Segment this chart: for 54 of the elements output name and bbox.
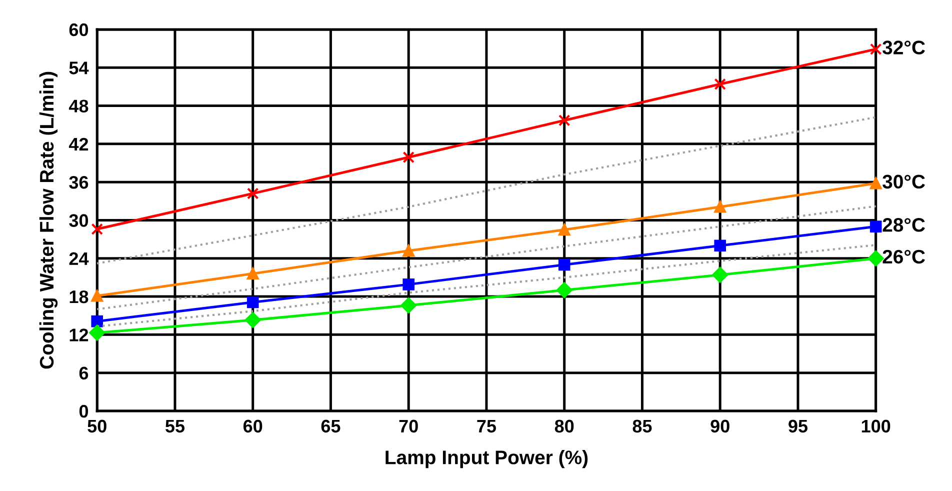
point xyxy=(868,250,884,266)
point xyxy=(714,200,726,213)
series-label: 28°C xyxy=(882,218,925,232)
point xyxy=(402,151,415,164)
series-label: 32°C xyxy=(882,40,925,54)
point xyxy=(870,177,882,190)
point xyxy=(91,315,104,328)
x-tick-label: 50 xyxy=(88,420,106,433)
x-tick-label: 60 xyxy=(243,420,262,433)
point xyxy=(558,224,570,236)
point xyxy=(91,223,104,236)
y-tick-label: 0 xyxy=(79,404,88,418)
x-tick-label: 55 xyxy=(165,420,185,433)
point xyxy=(870,220,882,232)
point xyxy=(91,290,104,302)
point xyxy=(558,114,570,126)
x-tick-label: 80 xyxy=(554,420,574,433)
point xyxy=(714,240,726,252)
point xyxy=(870,43,882,56)
point xyxy=(400,297,417,314)
point xyxy=(89,324,106,341)
x-axis-title: Lamp Input Power (%) xyxy=(386,450,588,468)
y-tick-label: 42 xyxy=(68,138,88,150)
line-series xyxy=(96,116,877,264)
point xyxy=(402,278,415,290)
x-tick-label: 90 xyxy=(710,420,730,433)
series-label: 26°C xyxy=(882,250,925,264)
point xyxy=(714,78,726,90)
point xyxy=(246,268,259,280)
point xyxy=(556,282,572,298)
y-tick-label: 24 xyxy=(69,252,89,265)
x-tick-label: 70 xyxy=(399,420,418,433)
y-tick-label: 18 xyxy=(70,290,88,304)
y-axis-title: Cooling Water Flow Rate (L/min) xyxy=(39,72,58,369)
y-tick-label: 6 xyxy=(79,366,88,380)
point xyxy=(558,258,570,271)
y-tick-label: 54 xyxy=(69,62,89,74)
x-tick-label: 100 xyxy=(862,420,890,433)
x-tick-label: 75 xyxy=(477,420,496,433)
point xyxy=(246,188,259,200)
series-label: 30°C xyxy=(882,174,925,189)
y-tick-label: 60 xyxy=(69,23,88,36)
point xyxy=(244,312,261,328)
x-tick-label: 85 xyxy=(632,420,652,433)
x-tick-label: 65 xyxy=(321,420,340,433)
x-tick-label: 95 xyxy=(788,420,808,433)
y-tick-label: 30 xyxy=(69,214,88,227)
y-tick-label: 48 xyxy=(68,100,88,112)
point xyxy=(712,266,728,283)
point xyxy=(246,296,259,308)
y-tick-label: 36 xyxy=(69,176,88,189)
point xyxy=(402,244,415,257)
y-tick-label: 12 xyxy=(70,328,88,342)
line-series xyxy=(96,205,877,310)
